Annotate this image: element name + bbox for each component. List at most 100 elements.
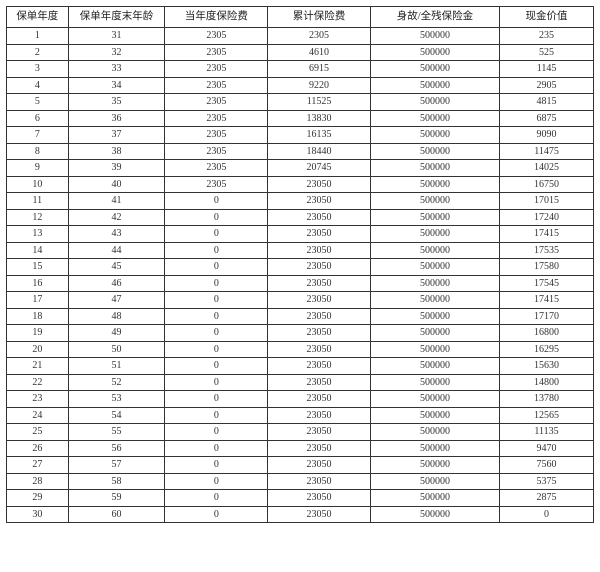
cell-death-benefit: 500000: [370, 341, 499, 358]
cell-policy-year: 4: [7, 77, 69, 94]
cell-cumulative-premium: 23050: [268, 275, 371, 292]
table-row: 6362305138305000006875: [7, 110, 594, 127]
cell-death-benefit: 500000: [370, 473, 499, 490]
cell-cash-value: 11135: [500, 424, 594, 441]
cell-cumulative-premium: 23050: [268, 457, 371, 474]
cell-death-benefit: 500000: [370, 325, 499, 342]
cell-cumulative-premium: 11525: [268, 94, 371, 111]
cell-policy-year: 26: [7, 440, 69, 457]
cell-death-benefit: 500000: [370, 94, 499, 111]
cell-policy-year: 8: [7, 143, 69, 160]
cell-cash-value: 17545: [500, 275, 594, 292]
cell-cash-value: 525: [500, 44, 594, 61]
cell-annual-premium: 0: [165, 226, 268, 243]
cell-death-benefit: 500000: [370, 259, 499, 276]
cell-policy-year: 20: [7, 341, 69, 358]
cell-death-benefit: 500000: [370, 44, 499, 61]
cell-annual-premium: 0: [165, 275, 268, 292]
cell-annual-premium: 2305: [165, 77, 268, 94]
cell-death-benefit: 500000: [370, 226, 499, 243]
cell-annual-premium: 0: [165, 440, 268, 457]
cell-annual-premium: 0: [165, 457, 268, 474]
cell-age-end-year: 44: [68, 242, 165, 259]
table-row: 245402305050000012565: [7, 407, 594, 424]
cell-age-end-year: 48: [68, 308, 165, 325]
cell-age-end-year: 31: [68, 28, 165, 45]
cell-cash-value: 16295: [500, 341, 594, 358]
cell-cash-value: 16750: [500, 176, 594, 193]
cell-age-end-year: 39: [68, 160, 165, 177]
cell-death-benefit: 500000: [370, 490, 499, 507]
cell-cash-value: 235: [500, 28, 594, 45]
cell-cash-value: 13780: [500, 391, 594, 408]
cell-policy-year: 21: [7, 358, 69, 375]
cell-cash-value: 9090: [500, 127, 594, 144]
cell-policy-year: 30: [7, 506, 69, 523]
table-row: 333230569155000001145: [7, 61, 594, 78]
cell-annual-premium: 0: [165, 308, 268, 325]
cell-cumulative-premium: 23050: [268, 193, 371, 210]
table-row: 13123052305500000235: [7, 28, 594, 45]
col-header-cash-value: 现金价值: [500, 7, 594, 28]
cell-annual-premium: 2305: [165, 28, 268, 45]
cell-death-benefit: 500000: [370, 242, 499, 259]
cell-policy-year: 6: [7, 110, 69, 127]
table-row: 235302305050000013780: [7, 391, 594, 408]
cell-cumulative-premium: 23050: [268, 424, 371, 441]
cell-policy-year: 12: [7, 209, 69, 226]
cell-cash-value: 17415: [500, 292, 594, 309]
cell-policy-year: 24: [7, 407, 69, 424]
table-row: 434230592205000002905: [7, 77, 594, 94]
cell-policy-year: 1: [7, 28, 69, 45]
cell-cash-value: 17170: [500, 308, 594, 325]
cell-age-end-year: 37: [68, 127, 165, 144]
cell-cumulative-premium: 23050: [268, 391, 371, 408]
cell-age-end-year: 33: [68, 61, 165, 78]
cell-cumulative-premium: 23050: [268, 292, 371, 309]
cell-annual-premium: 0: [165, 506, 268, 523]
cell-age-end-year: 54: [68, 407, 165, 424]
cell-age-end-year: 53: [68, 391, 165, 408]
cell-cumulative-premium: 23050: [268, 259, 371, 276]
cell-cumulative-premium: 23050: [268, 325, 371, 342]
cell-policy-year: 14: [7, 242, 69, 259]
table-header-row: 保单年度 保单年度末年龄 当年度保险费 累计保险费 身故/全残保险金 现金价值: [7, 7, 594, 28]
cell-death-benefit: 500000: [370, 391, 499, 408]
cell-cash-value: 4815: [500, 94, 594, 111]
cell-death-benefit: 500000: [370, 160, 499, 177]
cell-death-benefit: 500000: [370, 193, 499, 210]
cell-cash-value: 12565: [500, 407, 594, 424]
cell-policy-year: 25: [7, 424, 69, 441]
cell-age-end-year: 34: [68, 77, 165, 94]
cell-cumulative-premium: 23050: [268, 341, 371, 358]
cell-annual-premium: 2305: [165, 110, 268, 127]
cell-annual-premium: 0: [165, 325, 268, 342]
cell-annual-premium: 0: [165, 292, 268, 309]
cell-cash-value: 9470: [500, 440, 594, 457]
cell-annual-premium: 2305: [165, 94, 268, 111]
table-row: 205002305050000016295: [7, 341, 594, 358]
cell-policy-year: 9: [7, 160, 69, 177]
cell-cash-value: 15630: [500, 358, 594, 375]
cell-cumulative-premium: 13830: [268, 110, 371, 127]
cell-annual-premium: 0: [165, 193, 268, 210]
table-row: 26560230505000009470: [7, 440, 594, 457]
col-header-death-benefit: 身故/全残保险金: [370, 7, 499, 28]
cell-death-benefit: 500000: [370, 506, 499, 523]
cell-cash-value: 1145: [500, 61, 594, 78]
cell-annual-premium: 0: [165, 391, 268, 408]
cell-annual-premium: 0: [165, 209, 268, 226]
cell-death-benefit: 500000: [370, 308, 499, 325]
cell-policy-year: 23: [7, 391, 69, 408]
cell-age-end-year: 45: [68, 259, 165, 276]
cell-death-benefit: 500000: [370, 28, 499, 45]
cell-annual-premium: 0: [165, 259, 268, 276]
cell-age-end-year: 42: [68, 209, 165, 226]
cell-age-end-year: 32: [68, 44, 165, 61]
cell-cumulative-premium: 23050: [268, 242, 371, 259]
cell-age-end-year: 51: [68, 358, 165, 375]
table-row: 28580230505000005375: [7, 473, 594, 490]
table-row: 174702305050000017415: [7, 292, 594, 309]
cell-cumulative-premium: 23050: [268, 176, 371, 193]
cell-cash-value: 5375: [500, 473, 594, 490]
